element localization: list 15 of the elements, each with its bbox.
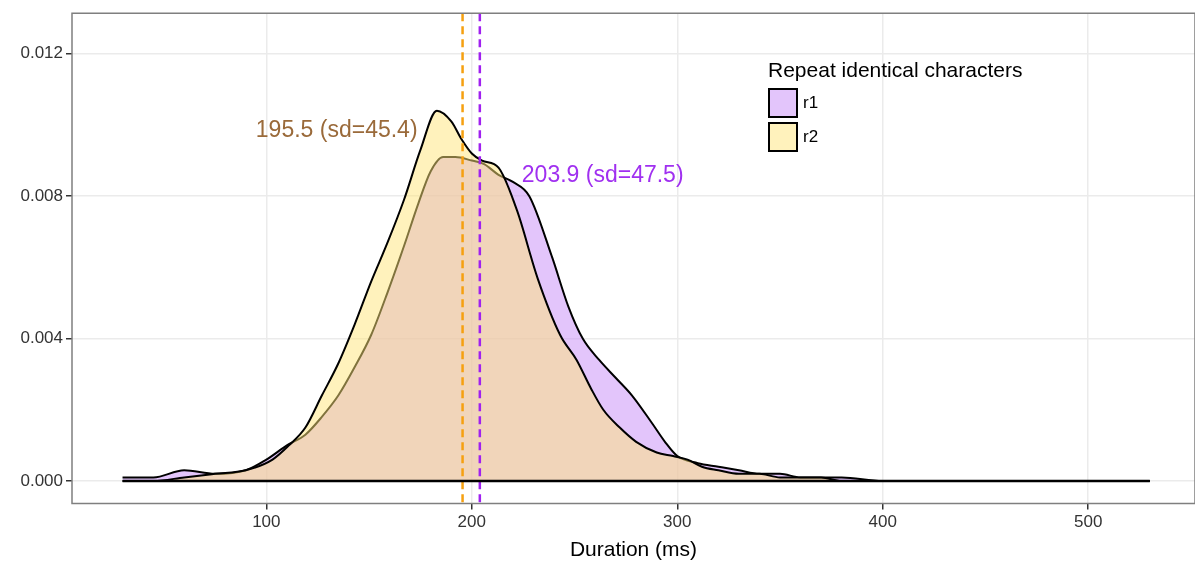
x-tick-label: 500: [1073, 512, 1103, 532]
legend-label: r2: [803, 127, 819, 147]
y-tick-label: 0.004: [20, 328, 63, 348]
legend-title: Repeat identical characters: [768, 58, 1023, 82]
x-tick-label: 200: [457, 512, 486, 532]
ref-line-label: 203.9 (sd=47.5): [521, 160, 684, 187]
y-tick-label: 0.012: [20, 43, 63, 63]
x-tick-label: 100: [252, 512, 281, 532]
ref-line-label: 195.5 (sd=45.4): [255, 115, 418, 142]
legend-label: r1: [803, 93, 819, 113]
x-tick-label: 300: [663, 512, 692, 532]
y-tick-label: 0.000: [20, 470, 63, 490]
x-axis-title: Duration (ms): [569, 537, 698, 561]
y-tick-label: 0.008: [20, 185, 63, 205]
x-tick-label: 400: [868, 512, 897, 532]
